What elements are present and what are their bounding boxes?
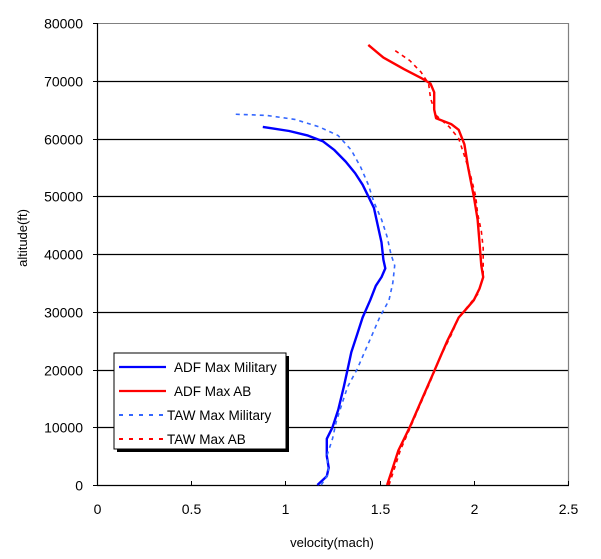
x-tick-label: 1.5: [371, 501, 391, 517]
y-tick-label: 0: [75, 478, 83, 494]
legend-label: ADF Max Military: [174, 360, 277, 375]
y-tick-label: 40000: [44, 247, 83, 263]
y-tick-label: 70000: [44, 74, 83, 90]
series-line-taw-max-military: [234, 113, 396, 486]
series-line-taw-max-ab: [388, 48, 485, 486]
x-tick-label: 1: [282, 501, 290, 517]
y-tick-label: 80000: [44, 16, 83, 32]
legend-label: ADF Max AB: [174, 384, 251, 399]
x-tick-label: 0.5: [182, 501, 202, 517]
x-tick-label: 2.5: [559, 501, 579, 517]
y-axis-title: altitude(ft): [15, 209, 30, 267]
series-line-adf-max-military: [262, 125, 387, 486]
y-tick-label: 20000: [44, 363, 83, 379]
data-series: [234, 43, 485, 486]
x-axis-ticks: 0 0.5 1 1.5 2 2.5: [94, 481, 579, 517]
y-tick-label: 10000: [44, 420, 83, 436]
x-axis-title: velocity(mach): [290, 535, 374, 550]
legend: ADF Max Military ADF Max AB TAW Max Milita…: [113, 352, 289, 452]
y-tick-label: 60000: [44, 132, 83, 148]
y-tick-label: 30000: [44, 305, 83, 321]
plot-frame: [96, 23, 570, 487]
y-tick-label: 50000: [44, 189, 83, 205]
x-tick-label: 2: [471, 501, 479, 517]
legend-label: TAW Max Military: [167, 408, 271, 423]
y-axis-ticks: 0 10000 20000 30000 40000 50000 60000 70000 8000…: [44, 16, 97, 494]
x-tick-label: 0: [94, 501, 102, 517]
legend-label: TAW Max AB: [167, 432, 246, 447]
legend-box: [113, 352, 287, 450]
